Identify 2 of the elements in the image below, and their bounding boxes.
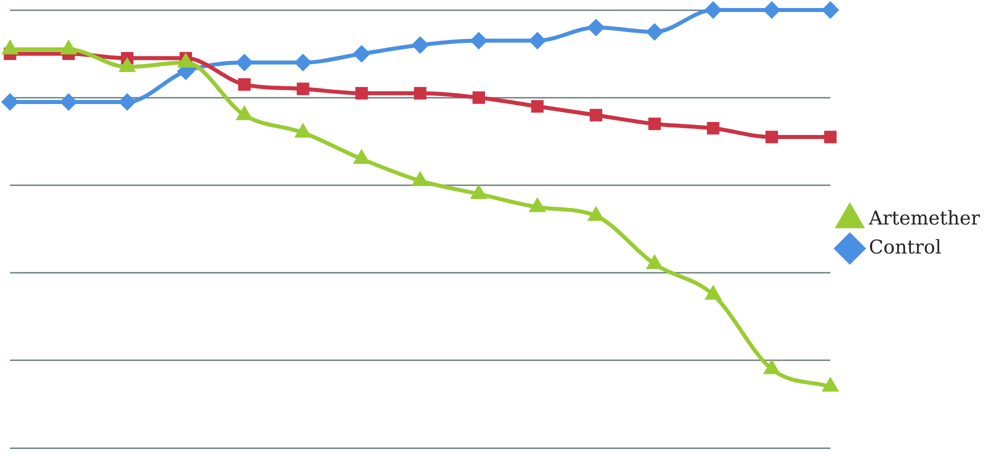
legend-label: Artemether: [868, 207, 981, 230]
legend-label: Control: [868, 236, 942, 258]
